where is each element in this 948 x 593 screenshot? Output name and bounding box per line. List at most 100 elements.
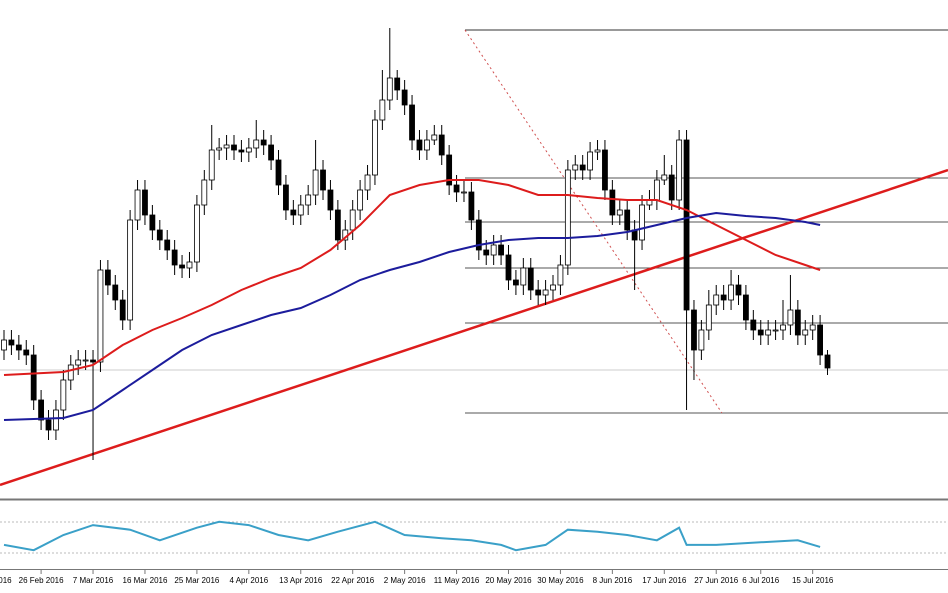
candle-body xyxy=(550,284,556,291)
candle-body xyxy=(104,269,111,286)
candle-body xyxy=(327,189,334,211)
candle-body xyxy=(349,209,356,231)
candle-body xyxy=(720,294,727,301)
candle-body xyxy=(75,359,82,366)
candle-body xyxy=(817,324,823,356)
x-tick-label: 17 Jun 2016 xyxy=(642,576,687,585)
series-line xyxy=(3,211,821,421)
candle-body xyxy=(305,194,312,206)
candle-body xyxy=(223,144,230,149)
candle-body xyxy=(401,89,408,106)
x-tick-label: 22 Apr 2016 xyxy=(331,576,375,585)
candle-body xyxy=(364,174,371,191)
candle-body xyxy=(602,149,608,191)
candle-body xyxy=(520,267,527,286)
candle-body xyxy=(253,139,260,149)
candle-body xyxy=(127,219,134,321)
candle-body xyxy=(461,191,467,194)
candle-body xyxy=(691,309,697,351)
candle-body xyxy=(357,189,364,211)
x-tick-label: 30 May 2016 xyxy=(537,576,584,585)
drawing-objects xyxy=(0,29,948,487)
candle-body xyxy=(386,77,393,101)
candle-body xyxy=(23,349,30,356)
candle-body xyxy=(90,359,96,363)
candle-body xyxy=(653,179,660,201)
candle-body xyxy=(268,144,274,161)
candle-body xyxy=(134,189,141,221)
candle-body xyxy=(698,329,705,351)
candle-body xyxy=(1,339,7,351)
candle-body xyxy=(446,154,453,186)
x-tick-label: 26 Feb 2016 xyxy=(19,576,64,585)
candle-body xyxy=(30,354,37,401)
candle-body xyxy=(231,144,237,151)
candle-body xyxy=(802,329,809,336)
candle-body xyxy=(616,209,623,216)
candle-body xyxy=(53,409,59,431)
candle-body xyxy=(423,139,430,151)
candle-body xyxy=(713,294,720,306)
x-tick-label: 15 Jul 2016 xyxy=(792,576,834,585)
candle-body xyxy=(245,147,252,153)
trendline xyxy=(0,168,948,487)
candle-body xyxy=(794,309,801,336)
candle-body xyxy=(639,204,645,241)
candle-body xyxy=(824,354,831,369)
candle-body xyxy=(505,254,512,281)
candle-body xyxy=(8,339,15,346)
candle-body xyxy=(201,179,208,206)
candle-body xyxy=(238,149,245,153)
candle-body xyxy=(757,329,764,336)
x-tick-label: 11 May 2016 xyxy=(434,576,480,585)
candle-body xyxy=(527,267,534,291)
candle-body xyxy=(438,134,445,156)
candle-body xyxy=(216,147,223,151)
candle-body xyxy=(60,379,67,411)
candle-body xyxy=(416,139,423,151)
candle-body xyxy=(498,244,504,256)
candle-body xyxy=(728,284,734,301)
candle-body xyxy=(735,284,742,296)
candle-body xyxy=(142,189,148,216)
candle-body xyxy=(787,309,794,326)
candle-body xyxy=(334,209,341,241)
candle-body xyxy=(624,209,631,231)
candle-body xyxy=(372,119,378,176)
candle-body xyxy=(609,189,616,216)
candle-body xyxy=(772,329,779,332)
candle-body xyxy=(542,289,549,296)
x-tick-label: 8 Jun 2016 xyxy=(593,576,633,585)
candle-body xyxy=(780,324,786,331)
candle-body xyxy=(112,284,119,301)
candle-body xyxy=(587,151,594,171)
candle-body xyxy=(320,169,326,191)
candle-body xyxy=(594,149,601,153)
candle-body xyxy=(171,249,178,266)
candle-body xyxy=(15,344,22,351)
candle-body xyxy=(453,184,460,193)
candle-body xyxy=(483,249,490,256)
candle-body xyxy=(490,244,497,256)
candle-body xyxy=(661,174,668,181)
candle-body xyxy=(275,159,282,186)
candle-body xyxy=(564,169,571,266)
candle-body xyxy=(379,99,386,121)
x-tick-label: 2 May 2016 xyxy=(384,576,426,585)
candle-body xyxy=(668,174,675,201)
candle-body xyxy=(164,239,171,251)
candle-body xyxy=(38,399,44,421)
candle-body xyxy=(431,134,438,141)
candle-body xyxy=(283,184,289,211)
candle-body xyxy=(705,304,712,331)
candle-body xyxy=(468,191,475,221)
candle-body xyxy=(475,219,482,251)
candle-body xyxy=(45,419,52,431)
x-tick-label: 13 Apr 2016 xyxy=(279,576,323,585)
price-pane: 16 Feb 2016 26 Feb 2016 7 Mar 2016 16 Mar 2… xyxy=(0,28,834,585)
candle-body xyxy=(809,324,816,331)
x-tick-label: 7 Mar 2016 xyxy=(73,576,114,585)
candle-body xyxy=(149,214,156,231)
candle-body xyxy=(394,77,401,91)
